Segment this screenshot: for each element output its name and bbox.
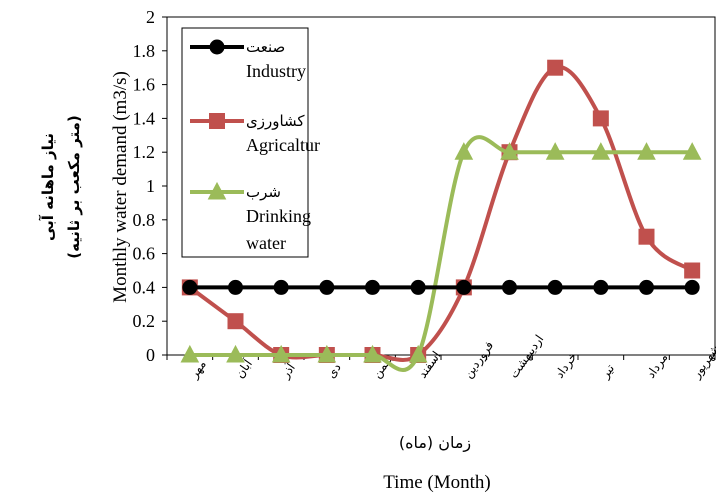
- legend-label-fa: کشاورزی: [246, 112, 305, 130]
- data-point: [457, 280, 471, 294]
- legend-label-en-line2: water: [246, 233, 286, 253]
- legend-swatch-marker: [210, 114, 225, 129]
- data-point: [366, 280, 380, 294]
- data-point: [229, 280, 243, 294]
- series-industry: [183, 280, 699, 294]
- x-category-label: خرداد: [552, 350, 580, 382]
- y-tick-label: 2: [146, 7, 155, 27]
- legend-label-en: Agricaltur: [246, 135, 320, 155]
- data-point: [594, 280, 608, 294]
- data-point: [411, 280, 425, 294]
- y-tick-label: 0.6: [133, 244, 156, 264]
- y-tick-label: 1.4: [133, 108, 156, 128]
- data-point: [640, 280, 654, 294]
- y-axis-title-fa-line1: نیاز ماهانه آبی: [39, 133, 57, 241]
- data-point: [183, 280, 197, 294]
- legend-label-en: Drinking: [246, 206, 311, 226]
- data-point: [593, 111, 608, 126]
- legend-label-fa: شرب: [246, 183, 281, 201]
- x-category-label: شهریور: [689, 342, 716, 382]
- data-point: [639, 229, 654, 244]
- x-axis-title-fa: زمان (ماه): [399, 433, 471, 453]
- y-axis-title-en: Monthly water demand (m3/s): [110, 71, 131, 303]
- y-tick-label: 1.2: [133, 142, 156, 162]
- y-tick-label: 0.4: [133, 277, 156, 297]
- x-axis-title-en: Time (Month): [383, 472, 491, 493]
- x-category-label: تیر: [597, 362, 618, 383]
- x-category-label: فروردین: [461, 338, 497, 381]
- y-tick-label: 1.8: [133, 41, 156, 61]
- x-category-label: آذر: [277, 360, 299, 382]
- data-point: [685, 280, 699, 294]
- y-tick-label: 1: [146, 176, 155, 196]
- y-axis-title-persian: نیاز ماهانه آبی (متر مکعب بر ثانیه): [39, 115, 83, 259]
- y-tick-label: 0: [146, 345, 155, 365]
- x-category-label: دی: [324, 361, 344, 381]
- y-axis-title-english: Monthly water demand (m3/s): [110, 71, 131, 303]
- data-point: [320, 280, 334, 294]
- y-tick-label: 0.8: [133, 210, 156, 230]
- data-point: [685, 263, 700, 278]
- legend-label-en: Industry: [246, 61, 306, 81]
- data-point: [503, 280, 517, 294]
- data-point: [455, 143, 472, 159]
- x-category-label: اردیبهشت: [506, 332, 547, 381]
- legend-swatch-marker: [210, 40, 224, 54]
- y-tick-label: 1.6: [133, 75, 156, 95]
- data-point: [228, 314, 243, 329]
- y-axis-title-fa-line2: (متر مکعب بر ثانیه): [65, 115, 83, 259]
- data-point: [274, 280, 288, 294]
- y-tick-label: 0.2: [133, 311, 156, 331]
- legend-label-fa: صنعت: [246, 38, 285, 56]
- data-point: [548, 60, 563, 75]
- data-point: [548, 280, 562, 294]
- legend: صنعت Industry کشاورزی Agricaltur شرب Drinking…: [182, 28, 320, 257]
